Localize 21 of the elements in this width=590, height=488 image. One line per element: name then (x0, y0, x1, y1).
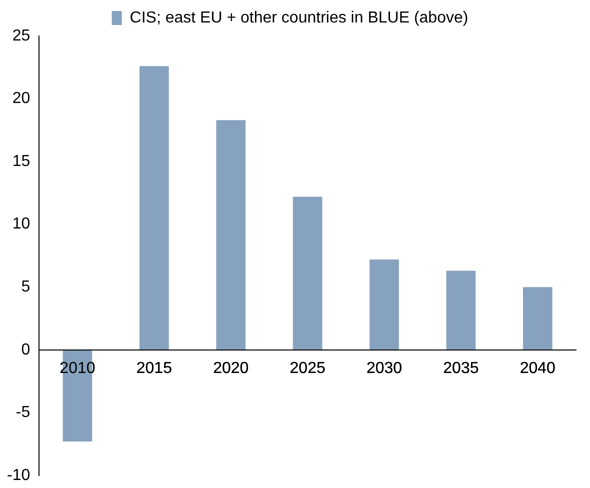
y-tick-label: 5 (21, 278, 30, 296)
bar (140, 66, 169, 350)
y-tick-label: -10 (7, 466, 30, 484)
bar (292, 196, 322, 350)
x-tick-label: 2030 (366, 360, 402, 377)
bar (522, 287, 552, 350)
x-tick-label: 2040 (520, 360, 556, 377)
x-tick-label: 2025 (290, 360, 326, 377)
y-tick-label: -5 (16, 404, 30, 422)
y-tick-label: 15 (12, 152, 30, 170)
y-tick-label: 25 (12, 27, 30, 44)
x-tick-label: 2020 (213, 360, 249, 377)
bar (216, 120, 246, 350)
bar (370, 259, 399, 350)
y-tick-label: 0 (21, 341, 30, 358)
y-tick-label: 10 (12, 216, 30, 233)
y-tick-label: 20 (12, 90, 30, 108)
bar (446, 270, 476, 350)
legend-label: CIS; east EU + other countries in BLUE (above) (130, 9, 468, 26)
x-tick-label: 2015 (136, 360, 172, 377)
x-tick-label: 2035 (443, 360, 479, 377)
